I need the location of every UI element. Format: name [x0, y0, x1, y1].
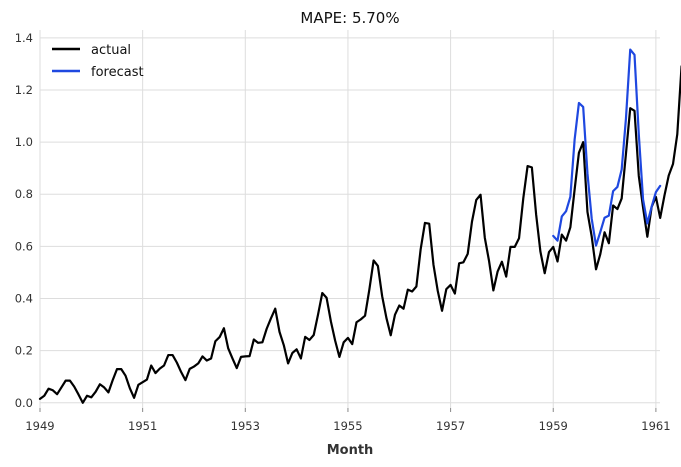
- series-layer: [38, 48, 681, 404]
- x-tick-label: 1955: [333, 419, 362, 433]
- y-tick-label: 0.0: [15, 396, 33, 410]
- legend-label-actual: actual: [91, 43, 131, 58]
- y-axis: 0.0 0.2 0.4 0.6 0.8 1.0 1.2 1.4: [15, 31, 33, 410]
- y-tick-label: 1.2: [15, 83, 33, 97]
- x-tick-label: 1953: [231, 419, 260, 433]
- x-axis: 1949 1951 1953 1955 1957 1959 1961: [25, 408, 671, 433]
- y-tick-label: 0.8: [15, 187, 33, 201]
- y-tick-label: 0.2: [15, 344, 33, 358]
- x-tick-label: 1949: [25, 419, 54, 433]
- legend: actual forecast: [52, 43, 144, 80]
- x-tick-label: 1959: [539, 419, 568, 433]
- x-tick-label: 1957: [436, 419, 465, 433]
- y-tick-label: 0.6: [15, 239, 33, 253]
- y-tick-label: 1.0: [15, 135, 33, 149]
- series-line-actual: [38, 65, 681, 404]
- y-tick-label: 0.4: [15, 292, 33, 306]
- x-tick-label: 1961: [641, 419, 670, 433]
- series-line-forecast: [552, 48, 662, 247]
- legend-label-forecast: forecast: [91, 65, 144, 80]
- chart-title: MAPE: 5.70%: [300, 9, 399, 27]
- y-tick-label: 1.4: [15, 31, 33, 45]
- x-axis-title: Month: [327, 443, 374, 458]
- x-tick-label: 1951: [128, 419, 157, 433]
- grid: [39, 30, 660, 408]
